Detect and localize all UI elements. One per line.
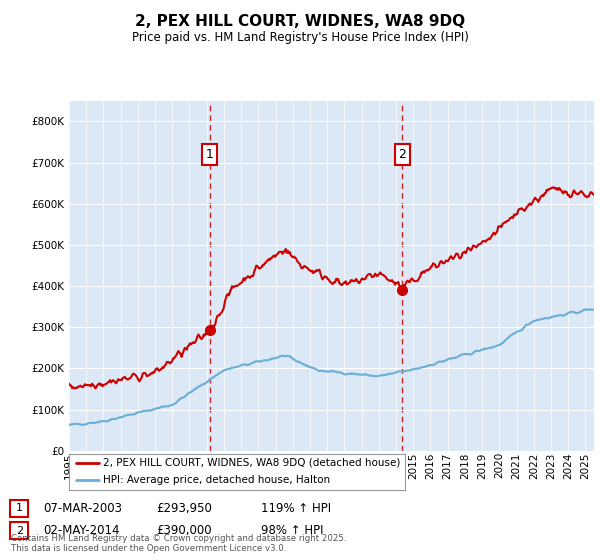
Text: 119% ↑ HPI: 119% ↑ HPI xyxy=(261,502,331,515)
Text: 1: 1 xyxy=(16,503,23,514)
Text: 98% ↑ HPI: 98% ↑ HPI xyxy=(261,524,323,538)
Text: 07-MAR-2003: 07-MAR-2003 xyxy=(43,502,122,515)
Text: 02-MAY-2014: 02-MAY-2014 xyxy=(43,524,119,538)
Text: HPI: Average price, detached house, Halton: HPI: Average price, detached house, Halt… xyxy=(103,475,330,485)
Text: Contains HM Land Registry data © Crown copyright and database right 2025.
This d: Contains HM Land Registry data © Crown c… xyxy=(11,534,346,553)
Text: £390,000: £390,000 xyxy=(156,524,212,538)
Text: 2, PEX HILL COURT, WIDNES, WA8 9DQ: 2, PEX HILL COURT, WIDNES, WA8 9DQ xyxy=(135,14,465,29)
Text: £293,950: £293,950 xyxy=(156,502,212,515)
Text: Price paid vs. HM Land Registry's House Price Index (HPI): Price paid vs. HM Land Registry's House … xyxy=(131,31,469,44)
Text: 2, PEX HILL COURT, WIDNES, WA8 9DQ (detached house): 2, PEX HILL COURT, WIDNES, WA8 9DQ (deta… xyxy=(103,458,400,468)
Text: 1: 1 xyxy=(206,148,214,161)
Text: 2: 2 xyxy=(16,526,23,536)
Text: 2: 2 xyxy=(398,148,406,161)
